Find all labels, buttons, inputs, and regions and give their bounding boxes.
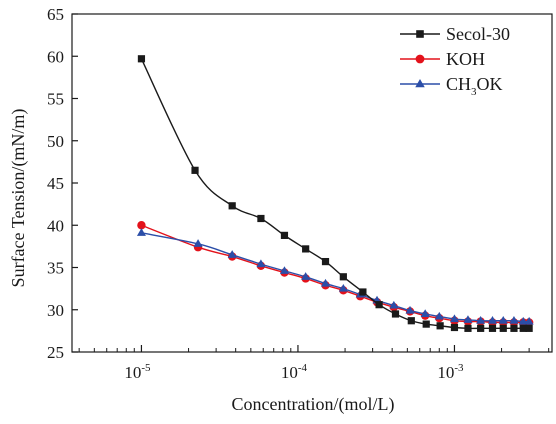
legend-item: Secol-30: [400, 24, 510, 44]
data-point: [510, 324, 518, 332]
data-point: [450, 323, 459, 332]
data-point: [338, 283, 348, 292]
data-point: [279, 266, 289, 274]
data-point: [519, 324, 527, 332]
data-point: [137, 55, 146, 63]
data-point: [302, 245, 310, 253]
y-tick-label: 60: [47, 47, 64, 66]
y-tick-label: 50: [47, 132, 64, 151]
axes-layer: 25 30 35 40 45 50 55 60 65 10-5 10-4 10-3: [47, 5, 553, 382]
data-point: [228, 202, 236, 210]
legend-label: CH3OK: [446, 74, 503, 98]
data-point: [256, 259, 266, 268]
data-point: [464, 324, 472, 332]
data-point: [407, 317, 415, 325]
data-point: [524, 316, 534, 325]
data-point: [420, 309, 430, 317]
data-point: [339, 273, 347, 281]
y-tick-label: 65: [47, 5, 64, 24]
data-point: [509, 316, 519, 324]
data-point: [193, 239, 203, 247]
data-point: [498, 316, 508, 324]
data-point: [477, 324, 485, 332]
data-point: [391, 310, 400, 318]
series-layer: [136, 55, 534, 332]
data-point: [137, 221, 146, 230]
data-point: [359, 288, 367, 296]
data-point: [257, 214, 265, 223]
legend-swatch-marker: [416, 30, 424, 38]
data-point: [525, 324, 533, 332]
y-tick-label: 45: [47, 174, 64, 193]
data-point: [389, 300, 399, 309]
legend: Secol-30 KOH CH3OK: [400, 24, 510, 98]
data-point: [422, 320, 430, 328]
data-point: [476, 316, 486, 324]
data-point: [280, 231, 289, 239]
data-point: [449, 314, 459, 323]
y-tick-label: 30: [47, 301, 64, 320]
data-point: [136, 228, 146, 236]
legend-label: Secol-30: [446, 24, 510, 44]
legend-item: CH3OK: [400, 74, 503, 98]
data-point: [463, 315, 473, 323]
y-tick-label: 55: [47, 90, 64, 109]
x-axis-title: Concentration/(mol/L): [232, 394, 395, 415]
data-point: [301, 272, 311, 280]
data-point: [191, 166, 199, 174]
data-point: [375, 301, 383, 309]
data-point: [518, 316, 528, 325]
x-tick-label: 10-4: [281, 362, 308, 382]
y-tick-label: 35: [47, 259, 64, 278]
data-point: [227, 250, 237, 258]
data-point: [487, 316, 497, 324]
y-tick-label: 25: [47, 343, 64, 362]
data-point: [405, 305, 415, 314]
data-point: [436, 322, 444, 330]
data-point: [321, 257, 330, 266]
legend-label: KOH: [446, 49, 485, 69]
data-point: [321, 278, 331, 287]
series-line: [141, 232, 530, 323]
series-koh: [137, 221, 534, 327]
series-ch3ok: [136, 228, 534, 325]
data-point: [434, 311, 444, 320]
legend-swatch-marker: [415, 79, 425, 88]
series-line: [141, 224, 530, 324]
data-point: [488, 324, 497, 332]
data-point: [499, 324, 507, 332]
x-tick-label: 10-3: [437, 362, 464, 382]
y-tick-label: 40: [47, 216, 64, 235]
legend-swatch-marker: [415, 54, 425, 64]
y-axis-title: Surface Tension/(mN/m): [8, 109, 29, 288]
legend-item: KOH: [400, 49, 485, 69]
x-tick-label: 10-5: [124, 362, 151, 382]
series-secol-30: [137, 55, 533, 332]
